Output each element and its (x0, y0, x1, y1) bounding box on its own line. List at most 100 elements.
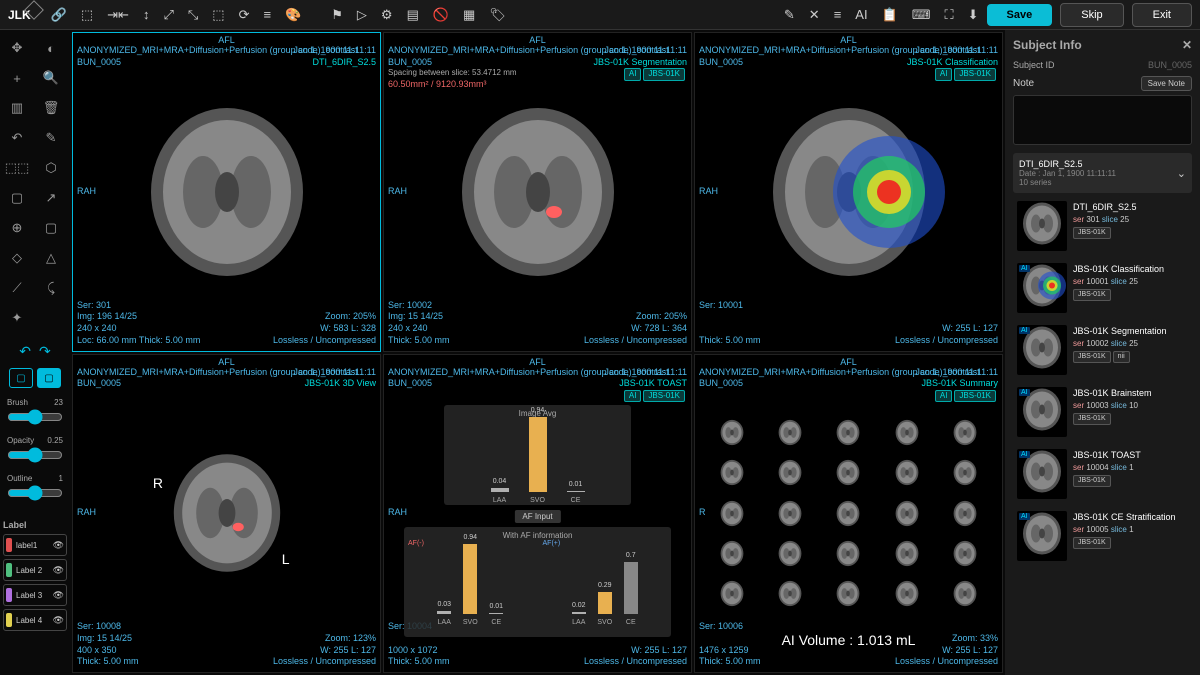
viewer-panel[interactable]: AFL ANONYMIZED_MRI+MRA+Diffusion+Perfusi… (383, 354, 692, 674)
save-note-button[interactable]: Save Note (1141, 76, 1192, 91)
save-button[interactable]: Save (987, 4, 1053, 26)
date-solution: Jan 1, 1900 11:11:11JBS-01K 3D View (293, 367, 376, 390)
toolbar-icon[interactable]: ⛶ (945, 7, 954, 23)
label-item[interactable]: Label 3👁 (3, 584, 67, 606)
date-solution: Jan 1, 1900 11:11:11JBS-01K TOASTAIJBS-0… (604, 367, 687, 403)
note-textarea[interactable] (1013, 95, 1192, 145)
toolbar-icon[interactable]: ✎ (784, 7, 795, 23)
tool-icon[interactable]: ▥ (3, 95, 31, 121)
tool-icon[interactable]: ⊕ (3, 215, 31, 241)
series-item[interactable]: AI JBS-01K TOASTser 10004 slice 1JBS-01K (1013, 445, 1192, 503)
viewer-panel[interactable]: AFL ANONYMIZED_MRI+MRA+Diffusion+Perfusi… (72, 32, 381, 352)
note-label: Note (1013, 78, 1034, 89)
tool-icon[interactable]: ▢ (3, 185, 31, 211)
tool-icon[interactable]: 🔍 (37, 65, 65, 91)
tool-icon[interactable]: + (3, 65, 31, 91)
visibility-icon[interactable]: 👁 (53, 540, 64, 551)
label-item[interactable]: Label 4👁 (3, 609, 67, 631)
visibility-icon[interactable]: 👁 (53, 565, 64, 576)
series-info: Ser: 10006 1476 x 1259 Thick: 5.00 mm (699, 621, 761, 668)
series-item[interactable]: AI JBS-01K Segmentationser 10002 slice 2… (1013, 321, 1192, 379)
tool-icon[interactable]: ✦ (3, 305, 31, 331)
toolbar-icon[interactable]: ⌨ (912, 7, 931, 23)
series-group-date: Date : Jan 1, 1900 11:11:11 (1019, 169, 1116, 178)
toolbar-icon[interactable]: ⤡ (188, 7, 198, 23)
toolbar-icon[interactable]: ▤ (407, 7, 419, 23)
toolbar-icon[interactable]: ▦ (463, 7, 475, 23)
toolbar-icon[interactable]: 📋 (882, 7, 898, 23)
series-item[interactable]: AI JBS-01K Brainstemser 10003 slice 10JB… (1013, 383, 1192, 441)
ai-volume-text: AI Volume : 1.013 mL (782, 632, 916, 648)
toolbar-icon[interactable]: ↕ (143, 7, 150, 22)
chevron-down-icon[interactable]: ⌄ (1177, 167, 1186, 180)
toolbar-icon[interactable]: ⬇ (968, 7, 979, 23)
tool-icon[interactable]: ◇ (3, 245, 31, 271)
tool-icon[interactable]: ⬚⬚ (3, 155, 31, 181)
zoom-info: W: 255 L: 127 Lossless / Uncompressed (584, 633, 687, 668)
toolbar-icon[interactable]: 🎨 (285, 7, 301, 23)
toolbar-icon[interactable]: ▷ (357, 7, 367, 23)
tool-icon[interactable]: ⤹ (37, 275, 65, 301)
toolbar-icon[interactable]: 🔗 (51, 7, 67, 23)
sidebar: ✥◐+🔍▥🗑↶✎⬚⬚⬡▢↗⊕▢◇△⟋⤹✦ ↶ ↷ ▢ ▢ Brush23Opac… (0, 30, 70, 675)
tool-icon[interactable]: ↗ (37, 185, 65, 211)
series-item[interactable]: AI JBS-01K Classificationser 10001 slice… (1013, 259, 1192, 317)
tool-icon[interactable]: 🗑 (37, 95, 65, 121)
orientation-left: RAH (388, 186, 407, 198)
subject-id: BUN_0005 (1148, 60, 1192, 70)
topbar: JLK 🔗⬚⇥⇤↕⤢⤡⬚⟳≡🎨 ⚑▷⚙▤🚫▦🏷 ✎✕≡AI📋⌨⛶⬇ Save S… (0, 0, 1200, 30)
series-item[interactable]: AI JBS-01K CE Stratificationser 10005 sl… (1013, 507, 1192, 565)
skip-button[interactable]: Skip (1060, 3, 1123, 27)
brush-slider[interactable] (7, 409, 63, 425)
viewer-panel[interactable]: AFL ANONYMIZED_MRI+MRA+Diffusion+Perfusi… (694, 32, 1003, 352)
opacity-slider[interactable] (7, 447, 63, 463)
right-panel: Subject Info✕ Subject IDBUN_0005 NoteSav… (1005, 30, 1200, 675)
label-swatch (6, 613, 12, 627)
tool-icon[interactable] (37, 305, 65, 331)
toolbar-icon[interactable]: ⇥⇤ (107, 7, 129, 23)
toolbar-icon[interactable]: ⟳ (239, 7, 250, 23)
viewer-panel[interactable]: AFL ANONYMIZED_MRI+MRA+Diffusion+Perfusi… (72, 354, 381, 674)
layout-grid-icon[interactable]: ▢ (37, 368, 61, 388)
series-group-header[interactable]: DTI_6DIR_S2.5 Date : Jan 1, 1900 11:11:1… (1013, 153, 1192, 193)
series-info: Ser: 10008 Img: 15 14/25 400 x 350 Thick… (77, 621, 139, 668)
visibility-icon[interactable]: 👁 (53, 615, 64, 626)
series-thumbnail: AI (1017, 325, 1067, 375)
series-item[interactable]: DTI_6DIR_S2.5ser 301 slice 25JBS-01K (1013, 197, 1192, 255)
outline-slider[interactable] (7, 485, 63, 501)
toolbar-icon[interactable]: ⤢ (163, 7, 173, 23)
tool-icon[interactable]: ⟋ (3, 275, 31, 301)
tool-icon[interactable]: ✎ (37, 125, 65, 151)
toolbar-icon[interactable]: ⬚ (212, 7, 224, 23)
label-item[interactable]: Label 2👁 (3, 559, 67, 581)
zoom-info: Zoom: 205% W: 728 L: 364 Lossless / Unco… (584, 311, 687, 346)
tool-icon[interactable]: ⬡ (37, 155, 65, 181)
toolbar-icon[interactable]: ≡ (834, 7, 842, 22)
tool-icon[interactable]: ✥ (3, 35, 31, 61)
toolbar-icon[interactable]: 🏷 (489, 7, 506, 23)
viewer-panel[interactable]: AFL ANONYMIZED_MRI+MRA+Diffusion+Perfusi… (383, 32, 692, 352)
tool-icon[interactable]: ▢ (37, 215, 65, 241)
toolbar-icon[interactable]: ⚑ (331, 7, 343, 23)
close-icon[interactable]: ✕ (1182, 38, 1192, 52)
toolbar-icon[interactable]: ⬚ (81, 7, 93, 23)
tool-icon[interactable]: △ (37, 245, 65, 271)
visibility-icon[interactable]: 👁 (53, 590, 64, 601)
tool-icon[interactable]: ↶ (3, 125, 31, 151)
toolbar-icon[interactable]: ⚙ (381, 7, 393, 23)
layout-single-icon[interactable]: ▢ (9, 368, 33, 388)
toolbar-icon[interactable]: ≡ (263, 7, 271, 22)
date-solution: Jan 1, 1900 11:11:11JBS-01K Segmentation… (593, 45, 687, 81)
undo-icon[interactable]: ↶ (19, 343, 31, 360)
redo-icon[interactable]: ↷ (39, 343, 51, 360)
toolbar-icon[interactable]: AI (855, 7, 867, 22)
orientation-left: RAH (77, 507, 96, 519)
series-group-count: 10 series (1019, 178, 1116, 187)
viewer-panel[interactable]: AFL ANONYMIZED_MRI+MRA+Diffusion+Perfusi… (694, 354, 1003, 674)
tool-icon[interactable]: ◐ (37, 35, 65, 61)
series-info: Ser: 10001 Thick: 5.00 mm (699, 300, 761, 347)
toolbar-icon[interactable]: ✕ (809, 7, 820, 23)
exit-button[interactable]: Exit (1132, 3, 1192, 27)
label-item[interactable]: label1👁 (3, 534, 67, 556)
toolbar-icon[interactable]: 🚫 (433, 7, 449, 23)
